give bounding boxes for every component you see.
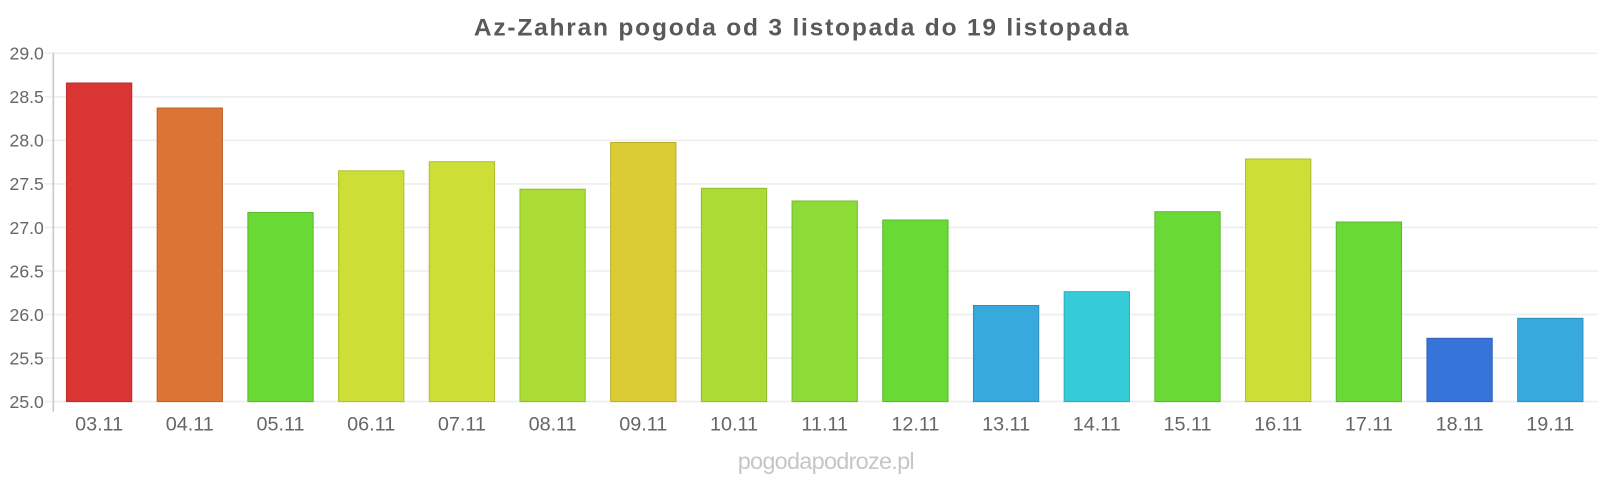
svg-text:03.11: 03.11 <box>75 414 123 436</box>
svg-text:16.11: 16.11 <box>1254 414 1302 436</box>
svg-text:pogodapodroze.pl: pogodapodroze.pl <box>738 448 914 474</box>
svg-text:10.11: 10.11 <box>710 414 758 436</box>
svg-text:14.11: 14.11 <box>1073 414 1121 436</box>
svg-text:09.11: 09.11 <box>619 414 667 436</box>
svg-text:08.11: 08.11 <box>529 414 577 436</box>
svg-text:11.11: 11.11 <box>801 414 848 436</box>
svg-text:13.11: 13.11 <box>982 414 1030 436</box>
svg-text:19.11: 19.11 <box>1526 414 1574 436</box>
svg-text:Az-Zahran pogoda od 3 listopad: Az-Zahran pogoda od 3 listopada do 19 li… <box>474 15 1130 42</box>
svg-text:27.0: 27.0 <box>10 218 44 238</box>
svg-text:25.0: 25.0 <box>10 392 44 412</box>
svg-text:15.11: 15.11 <box>1163 414 1211 436</box>
svg-text:25.5: 25.5 <box>10 348 44 368</box>
svg-text:04.11: 04.11 <box>166 414 214 436</box>
svg-text:17.11: 17.11 <box>1345 414 1393 436</box>
svg-text:18.11: 18.11 <box>1436 414 1484 436</box>
svg-text:12.11: 12.11 <box>891 414 939 436</box>
svg-text:05.11: 05.11 <box>256 414 304 436</box>
svg-text:28.5: 28.5 <box>10 87 44 107</box>
svg-text:07.11: 07.11 <box>438 414 486 436</box>
svg-text:26.5: 26.5 <box>10 261 44 281</box>
svg-text:29.0: 29.0 <box>10 44 44 64</box>
svg-text:06.11: 06.11 <box>347 414 395 436</box>
svg-text:26.0: 26.0 <box>10 305 44 325</box>
svg-text:28.0: 28.0 <box>10 131 44 151</box>
svg-text:27.5: 27.5 <box>10 174 44 194</box>
